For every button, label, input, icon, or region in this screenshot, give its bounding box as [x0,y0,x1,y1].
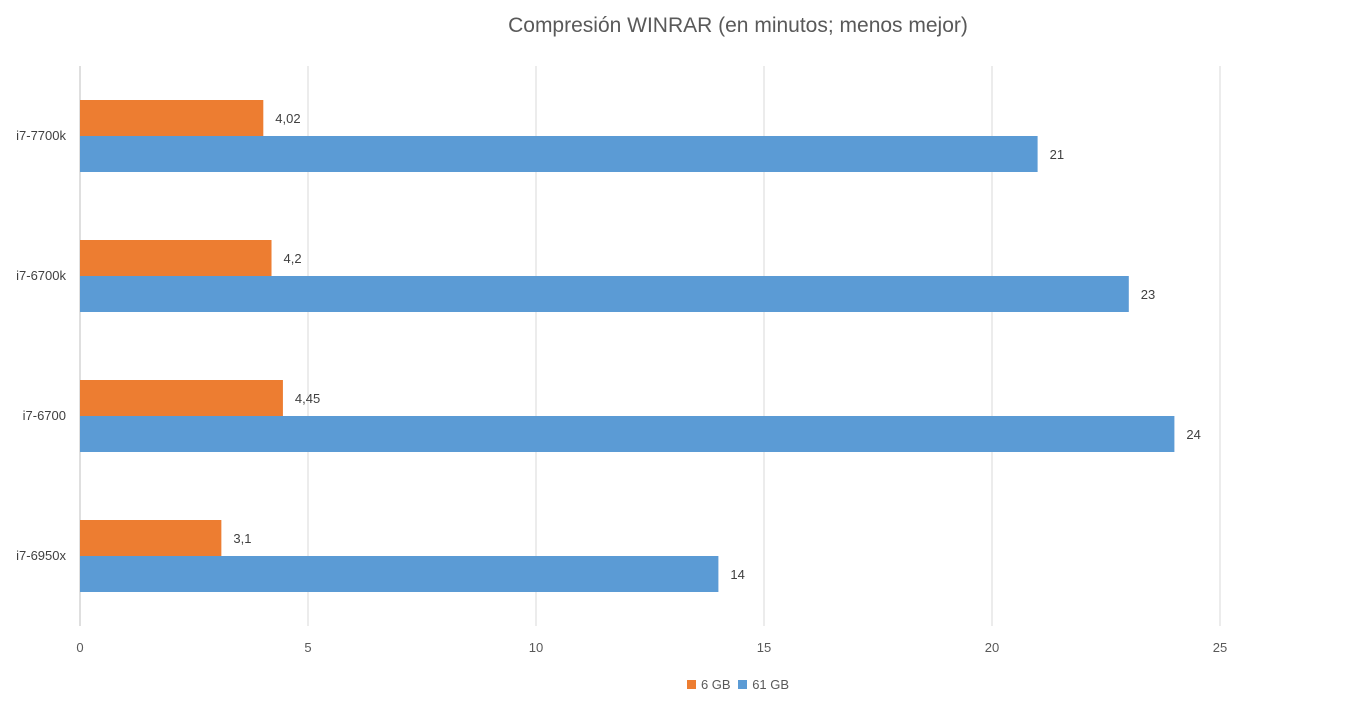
data-label-61gb-2: 24 [1186,427,1200,442]
category-label-3: i7-6950x [16,548,66,563]
x-tick-label-15: 15 [757,640,771,655]
legend-swatch-61gb [738,680,748,689]
data-label-6gb-0: 4,02 [275,111,300,126]
category-label-2: i7-6700 [23,408,66,423]
legend-label-6gb: 6 GB [700,677,731,692]
data-label-6gb-2: 4,45 [295,391,320,406]
legend: 6 GB 61 GB [0,677,1366,692]
x-tick-label-5: 5 [304,640,311,655]
bar-61gb-1 [80,276,1129,312]
legend-item-61gb: 61 GB [738,677,789,692]
x-tick-label-10: 10 [529,640,543,655]
bar-6gb-0 [80,100,264,136]
bar-6gb-1 [80,240,272,276]
data-label-6gb-3: 3,1 [233,531,251,546]
data-label-61gb-3: 14 [730,567,744,582]
x-tick-label-25: 25 [1213,640,1227,655]
bar-61gb-2 [80,416,1175,452]
chart-title: Compresión WINRAR (en minutos; menos mej… [508,14,968,37]
bar-61gb-0 [80,136,1038,172]
bar-6gb-3 [80,520,222,556]
legend-item-6gb: 6 GB [686,677,731,692]
legend-label-61gb: 61 GB [752,677,790,692]
x-tick-label-0: 0 [76,640,83,655]
x-tick-label-20: 20 [985,640,999,655]
data-label-61gb-0: 21 [1050,147,1064,162]
bar-61gb-3 [80,556,719,592]
data-label-6gb-1: 4,2 [284,251,302,266]
legend-swatch-6gb [686,680,696,689]
data-label-61gb-1: 23 [1141,287,1155,302]
category-label-1: i7-6700k [16,268,66,283]
bar-6gb-2 [80,380,283,416]
category-label-0: i7-7700k [16,128,66,143]
